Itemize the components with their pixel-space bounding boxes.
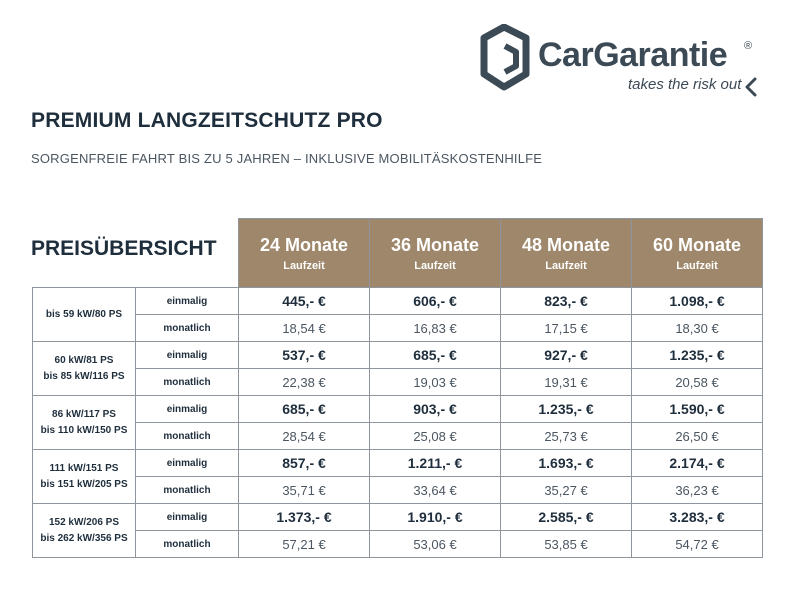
power-class-cell: bis 59 kW/80 PS <box>32 287 136 342</box>
power-class-line: 86 kW/117 PS <box>52 408 116 420</box>
power-class-line: 60 kW/81 PS <box>54 354 114 366</box>
price-monthly: 26,50 € <box>631 422 763 450</box>
price-once: 1.910,- € <box>369 503 501 531</box>
price-monthly: 16,83 € <box>369 314 501 342</box>
price-once: 823,- € <box>500 287 632 315</box>
power-class-line: bis 59 kW/80 PS <box>45 308 123 320</box>
payment-type-monthly: monatlich <box>135 530 239 558</box>
table-row: monatlich 35,71 € 33,64 € 35,27 € 36,23 … <box>33 476 763 504</box>
price-monthly: 53,85 € <box>500 530 632 558</box>
payment-type-once: einmalig <box>135 503 239 531</box>
column-header-60: 60 Monate Laufzeit <box>631 218 763 288</box>
price-monthly: 54,72 € <box>631 530 763 558</box>
column-duration-sub: Laufzeit <box>545 259 587 272</box>
power-class-line: bis 151 kW/205 PS <box>40 478 128 490</box>
payment-type-once: einmalig <box>135 449 239 477</box>
column-header-24: 24 Monate Laufzeit <box>238 218 370 288</box>
table-row: 111 kW/151 PS bis 151 kW/205 PS einmalig … <box>32 449 763 504</box>
column-duration-sub: Laufzeit <box>414 259 456 272</box>
price-once: 685,- € <box>369 341 501 369</box>
price-once: 445,- € <box>238 287 370 315</box>
price-monthly: 35,27 € <box>500 476 632 504</box>
price-monthly: 57,21 € <box>238 530 370 558</box>
power-class-line: bis 110 kW/150 PS <box>40 424 128 436</box>
payment-type-once: einmalig <box>135 287 239 315</box>
price-once: 1.373,- € <box>238 503 370 531</box>
price-once: 1.235,- € <box>500 395 632 423</box>
price-overview-heading: PREISÜBERSICHT <box>31 237 217 260</box>
power-class-cell: 60 kW/81 PS bis 85 kW/116 PS <box>32 341 136 396</box>
price-monthly: 36,23 € <box>631 476 763 504</box>
price-monthly: 19,03 € <box>369 368 501 396</box>
column-duration: 60 Monate <box>652 234 742 255</box>
price-monthly: 19,31 € <box>500 368 632 396</box>
price-monthly: 25,73 € <box>500 422 632 450</box>
price-monthly: 18,30 € <box>631 314 763 342</box>
payment-type-monthly: monatlich <box>135 368 239 396</box>
brand-logo: CarGarantie ® takes the risk out <box>480 22 770 102</box>
power-class-line: 111 kW/151 PS <box>49 462 119 474</box>
price-once: 903,- € <box>369 395 501 423</box>
power-class-line: 152 kW/206 PS <box>48 516 120 528</box>
price-monthly: 53,06 € <box>369 530 501 558</box>
price-monthly: 17,15 € <box>500 314 632 342</box>
price-table-header-row: 24 Monate Laufzeit 36 Monate Laufzeit 48 M… <box>33 218 763 288</box>
brand-name: CarGarantie <box>538 36 728 74</box>
registered-mark: ® <box>744 40 753 52</box>
column-duration: 48 Monate <box>521 234 611 255</box>
table-row: 86 kW/117 PS bis 110 kW/150 PS einmalig 6… <box>32 395 763 450</box>
power-class-cell: 152 kW/206 PS bis 262 kW/356 PS <box>32 503 136 558</box>
power-class-line: bis 85 kW/116 PS <box>43 370 125 382</box>
price-once: 927,- € <box>500 341 632 369</box>
price-once: 606,- € <box>369 287 501 315</box>
power-class-cell: 111 kW/151 PS bis 151 kW/205 PS <box>32 449 136 504</box>
price-monthly: 25,08 € <box>369 422 501 450</box>
price-monthly: 22,38 € <box>238 368 370 396</box>
chevron-left-icon <box>745 77 757 97</box>
price-once: 2.174,- € <box>631 449 763 477</box>
payment-type-once: einmalig <box>135 395 239 423</box>
payment-type-monthly: monatlich <box>135 476 239 504</box>
table-row: monatlich 22,38 € 19,03 € 19,31 € 20,58 … <box>33 368 763 396</box>
price-table: 24 Monate Laufzeit 36 Monate Laufzeit 48 M… <box>32 218 763 558</box>
price-once: 1.211,- € <box>369 449 501 477</box>
price-monthly: 35,71 € <box>238 476 370 504</box>
power-class-line: bis 262 kW/356 PS <box>40 532 128 544</box>
column-header-36: 36 Monate Laufzeit <box>369 218 501 288</box>
payment-type-monthly: monatlich <box>135 422 239 450</box>
price-monthly: 18,54 € <box>238 314 370 342</box>
page-subtitle: SORGENFREIE FAHRT BIS ZU 5 JAHREN – INKL… <box>31 151 543 166</box>
page-title: PREMIUM LANGZEITSCHUTZ PRO <box>31 109 383 132</box>
power-class-cell: 86 kW/117 PS bis 110 kW/150 PS <box>32 395 136 450</box>
table-row: 152 kW/206 PS bis 262 kW/356 PS einmalig … <box>32 503 763 558</box>
column-duration-sub: Laufzeit <box>283 259 325 272</box>
column-duration: 36 Monate <box>390 234 480 255</box>
price-once: 857,- € <box>238 449 370 477</box>
price-once: 2.585,- € <box>500 503 632 531</box>
price-once: 1.590,- € <box>631 395 763 423</box>
table-row: monatlich 57,21 € 53,06 € 53,85 € 54,72 … <box>33 530 763 558</box>
price-once: 1.235,- € <box>631 341 763 369</box>
table-row: 60 kW/81 PS bis 85 kW/116 PS einmalig 537… <box>32 341 763 396</box>
price-monthly: 28,54 € <box>238 422 370 450</box>
price-once: 1.693,- € <box>500 449 632 477</box>
price-once: 537,- € <box>238 341 370 369</box>
payment-type-once: einmalig <box>135 341 239 369</box>
table-row: monatlich 28,54 € 25,08 € 25,73 € 26,50 … <box>33 422 763 450</box>
cargarantie-logo-icon <box>480 24 530 91</box>
column-duration-sub: Laufzeit <box>676 259 718 272</box>
header-spacer <box>33 219 239 288</box>
price-monthly: 33,64 € <box>369 476 501 504</box>
price-once: 3.283,- € <box>631 503 763 531</box>
table-row: bis 59 kW/80 PS einmalig 445,- € 606,- €… <box>32 287 763 342</box>
price-once: 1.098,- € <box>631 287 763 315</box>
column-duration: 24 Monate <box>259 234 349 255</box>
price-monthly: 20,58 € <box>631 368 763 396</box>
column-header-48: 48 Monate Laufzeit <box>500 218 632 288</box>
price-once: 685,- € <box>238 395 370 423</box>
payment-type-monthly: monatlich <box>135 314 239 342</box>
brand-tagline: takes the risk out <box>628 76 742 93</box>
table-row: monatlich 18,54 € 16,83 € 17,15 € 18,30 … <box>33 314 763 342</box>
